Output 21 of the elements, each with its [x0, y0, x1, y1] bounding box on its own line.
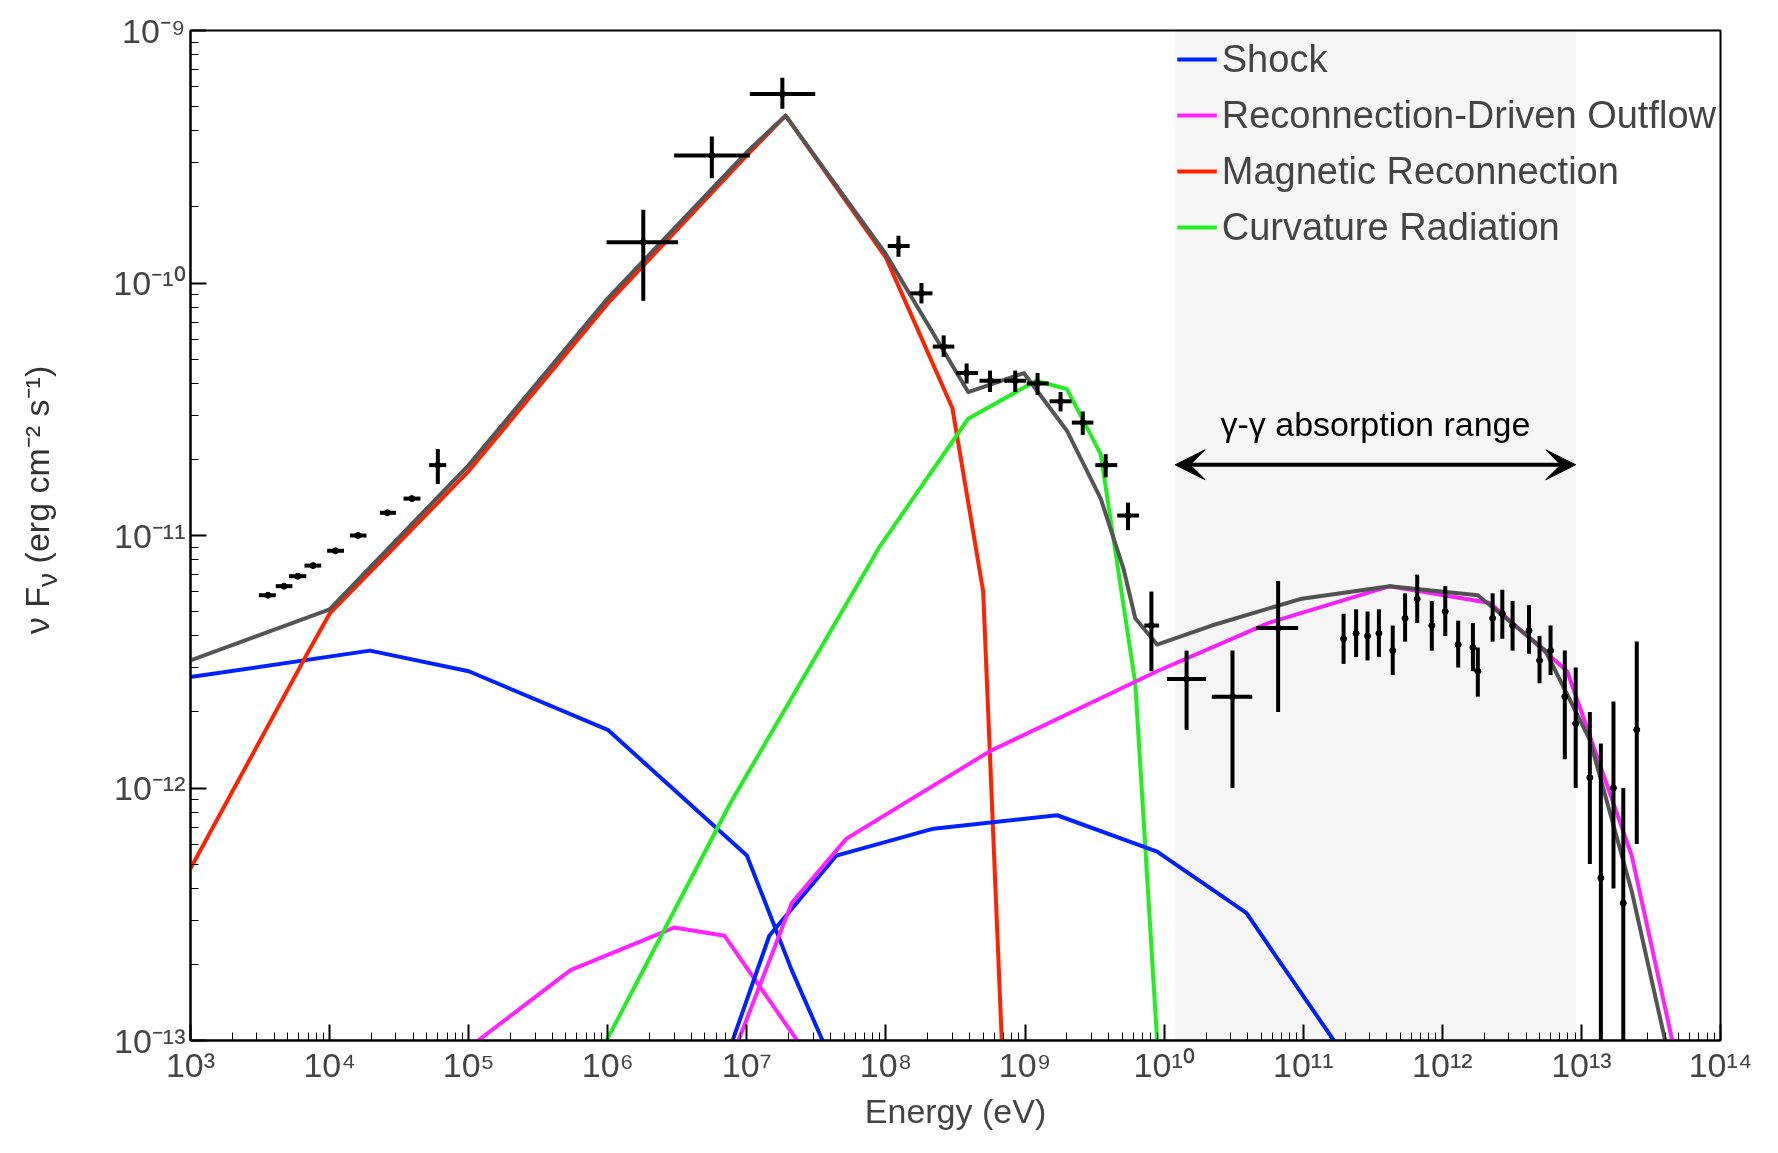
legend-label: Curvature Radiation — [1221, 204, 1560, 250]
x-tick-label: 10¹³ — [1551, 1045, 1612, 1084]
x-tick-label: 10⁷ — [721, 1045, 772, 1084]
x-tick-label: 10⁴ — [303, 1045, 356, 1084]
x-tick-label: 10¹² — [1412, 1045, 1473, 1084]
legend-label: Reconnection-Driven Outflow — [1221, 92, 1716, 138]
x-tick-label: 10¹¹ — [1273, 1045, 1334, 1084]
x-axis-title: Energy (eV) — [864, 1091, 1047, 1130]
legend-label: Magnetic Reconnection — [1221, 148, 1619, 194]
x-tick-label: 10⁵ — [442, 1045, 495, 1084]
x-tick-label: 10¹⁰ — [1133, 1045, 1195, 1084]
x-tick-label: 10⁹ — [998, 1045, 1052, 1084]
y-tick-label: 10⁻¹¹ — [114, 516, 186, 555]
x-tick-label: 10⁸ — [859, 1045, 913, 1084]
x-tick-label: 10¹⁴ — [1688, 1045, 1753, 1084]
band-label: γ-γ absorption range — [1220, 404, 1531, 443]
legend-label: Shock — [1221, 36, 1328, 82]
y-tick-label: 10⁻⁹ — [122, 11, 186, 50]
x-tick-label: 10⁶ — [581, 1045, 634, 1084]
y-tick-label: 10⁻¹² — [114, 769, 186, 807]
y-tick-label: 10⁻¹⁰ — [113, 264, 186, 302]
